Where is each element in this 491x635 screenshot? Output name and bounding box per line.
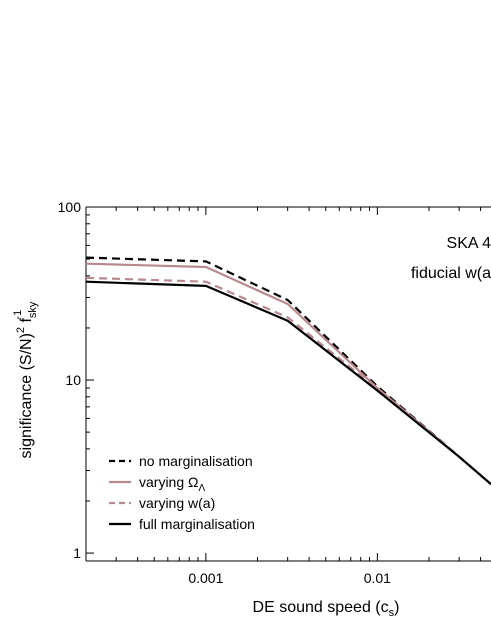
series-line-3 bbox=[85, 280, 491, 486]
x-axis-label-main: DE sound speed (c bbox=[253, 599, 389, 616]
series-line-2 bbox=[85, 276, 491, 486]
x-axis-label-subscript: s bbox=[389, 607, 395, 619]
legend-label-1: varying ΩΛ bbox=[139, 474, 206, 494]
y-tick-label: 100 bbox=[58, 199, 82, 215]
plot-frame bbox=[85, 206, 491, 562]
legend-label-2: varying w(a) bbox=[139, 495, 215, 511]
x-axis-label-end: ) bbox=[394, 599, 399, 616]
x-tick-label: 0.001 bbox=[188, 570, 223, 586]
y-axis-label-sup2: 2 bbox=[15, 327, 27, 333]
y-axis-label-f: f bbox=[18, 318, 35, 327]
legend-label-0: no marginalisation bbox=[139, 453, 253, 469]
annotation-fiducial: fiducial w(a bbox=[411, 265, 491, 282]
y-axis-label: significance (S/N)2 fsky-1 bbox=[12, 301, 39, 458]
annotation-experiment: SKA 4 bbox=[447, 235, 491, 252]
y-axis-label-sup-minus-one: -1 bbox=[12, 310, 24, 320]
axis-ticks: 1 10 100 0.001 0.01 bbox=[58, 199, 482, 586]
y-tick-label: 10 bbox=[65, 372, 81, 388]
y-axis-label-sub-sky: sky bbox=[27, 301, 39, 318]
y-tick-label: 1 bbox=[73, 545, 81, 561]
series-layer bbox=[85, 256, 491, 486]
x-axis-label: DE sound speed (cs) bbox=[253, 599, 400, 619]
y-axis-label-main: significance (S/N) bbox=[18, 333, 35, 458]
legend-label-3: full marginalisation bbox=[139, 516, 255, 532]
x-tick-label: 0.01 bbox=[364, 570, 391, 586]
